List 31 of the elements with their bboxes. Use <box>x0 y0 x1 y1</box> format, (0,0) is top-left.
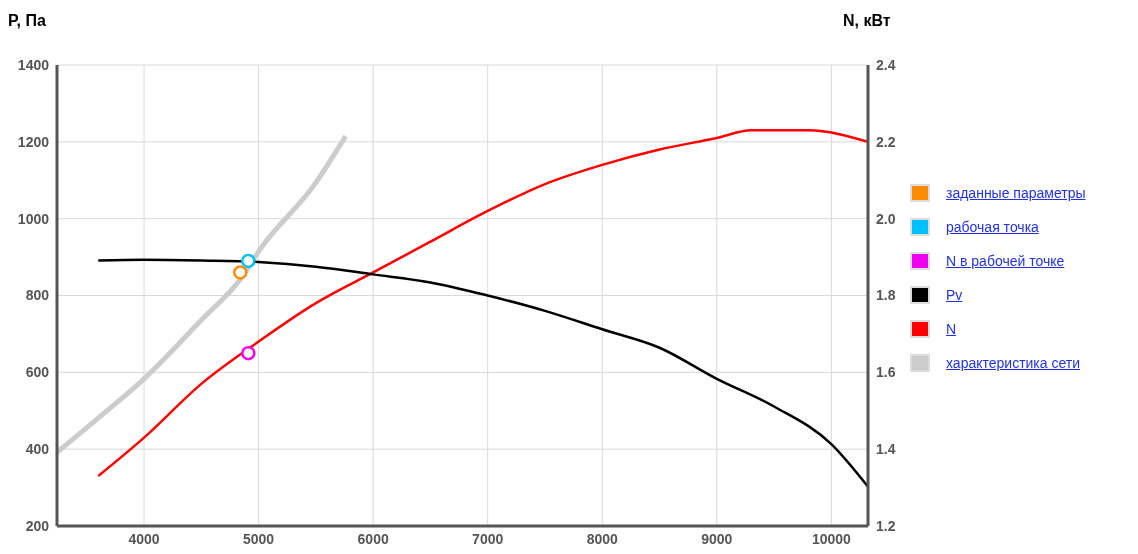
y2-axis-title: N, кВт <box>843 12 891 30</box>
y-tick-label: 800 <box>25 287 50 304</box>
y-axis-title: P, Па <box>8 12 46 30</box>
y-tick-label: 1400 <box>17 56 50 73</box>
legend-label: характеристика сети <box>946 355 1081 371</box>
legend-label: N в рабочей точке <box>946 253 1065 269</box>
y2-tick-label: 1.6 <box>876 364 896 381</box>
x-tick-label: 10000 <box>811 530 852 547</box>
y-tick-label: 600 <box>25 364 50 381</box>
x-tick-label: 4000 <box>128 530 160 547</box>
legend-label: Pv <box>946 287 963 303</box>
legend-label: заданные параметры <box>946 185 1086 201</box>
line-series <box>96 258 868 489</box>
y2-tick-label: 2.4 <box>876 56 896 73</box>
y-tick-label: 1200 <box>17 133 50 150</box>
x-tick-label: 9000 <box>701 530 733 547</box>
y2-tick-label: 1.8 <box>876 287 896 304</box>
y-tick-label: 1000 <box>17 210 50 227</box>
legend-label: рабочая точка <box>946 219 1039 235</box>
x-tick-label: 8000 <box>586 530 619 547</box>
y2-tick-label: 2.2 <box>876 133 896 150</box>
x-tick-label: 6000 <box>357 530 389 547</box>
y-tick-label: 200 <box>25 517 50 534</box>
legend-label: N <box>946 321 957 337</box>
y2-tick-label: 2.0 <box>876 210 896 227</box>
line-series <box>96 129 868 478</box>
y-tick-label: 400 <box>25 441 50 458</box>
x-tick-label: 7000 <box>472 530 504 547</box>
y2-tick-label: 1.4 <box>876 441 896 458</box>
x-tick-label: 5000 <box>243 530 275 547</box>
y2-tick-label: 1.2 <box>876 517 896 534</box>
